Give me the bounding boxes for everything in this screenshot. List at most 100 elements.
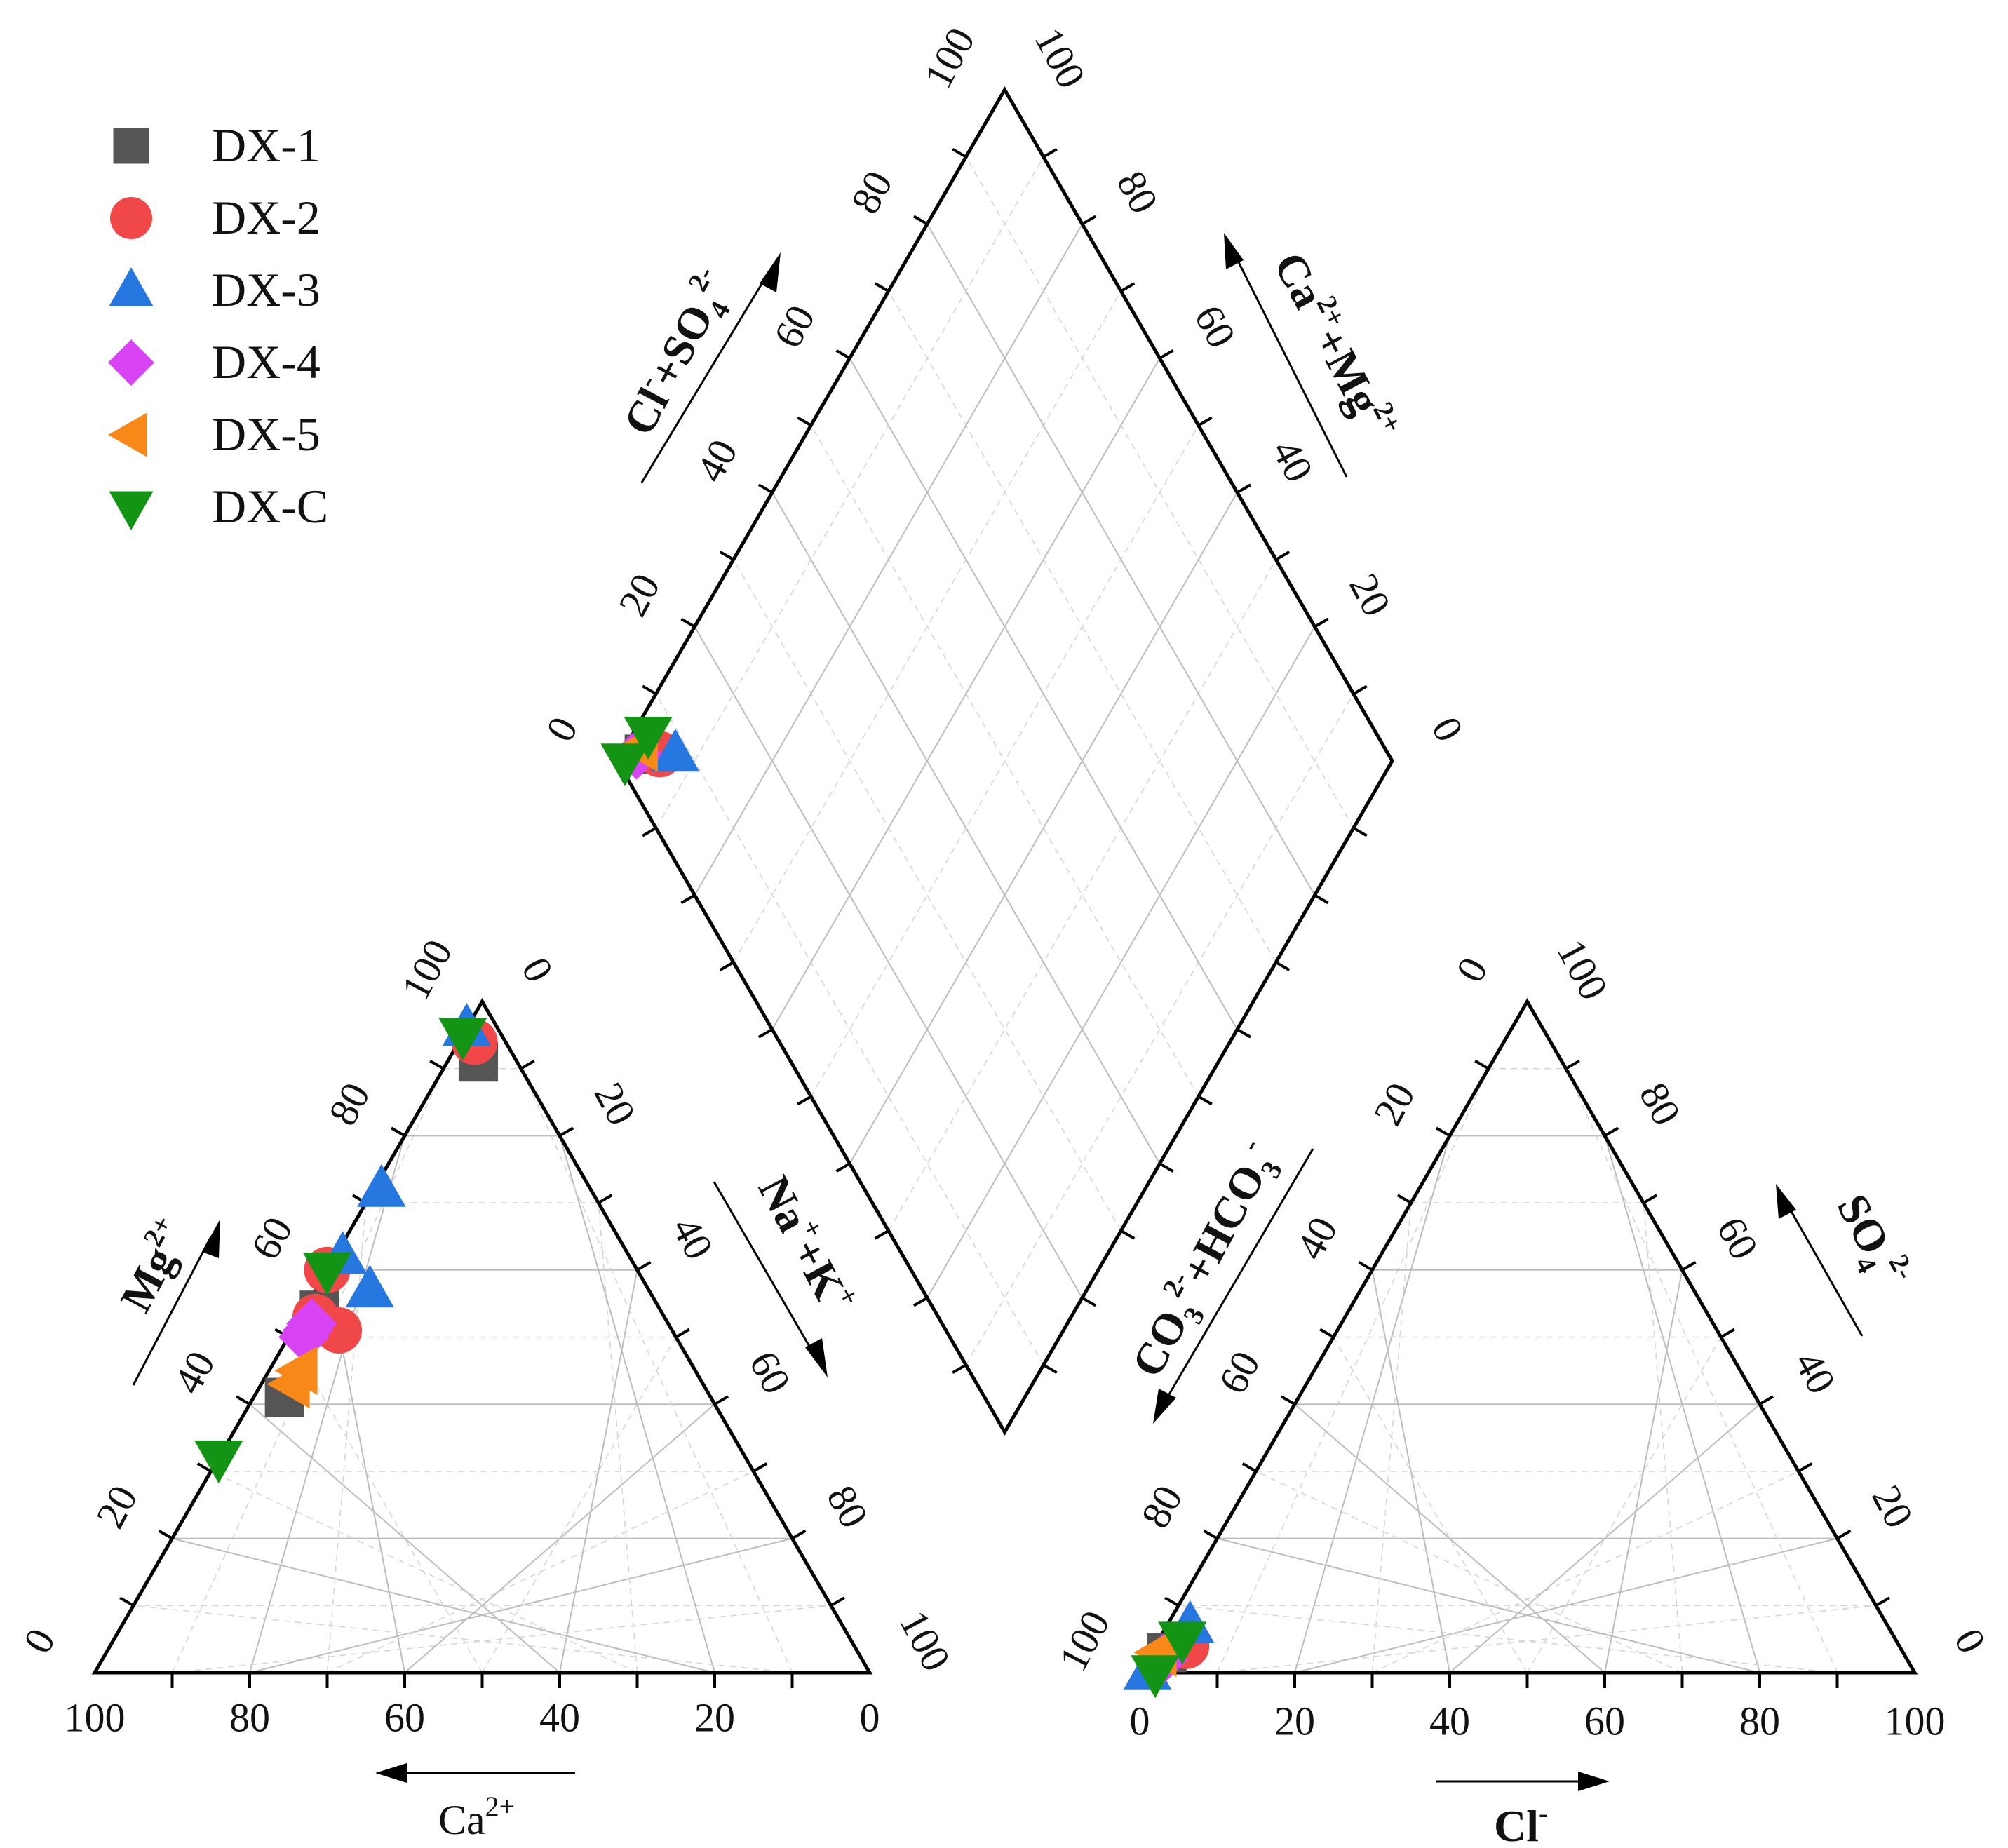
cation-triangle-grid	[133, 1605, 793, 1673]
cl-axis-tick-label: 60	[1584, 1698, 1625, 1744]
diamond-frame	[615, 86, 1394, 1436]
co3-axis-tick	[1396, 1194, 1412, 1204]
anion-triangle-grid	[1604, 1135, 1760, 1673]
camg-axis-tick-label: 0	[1423, 710, 1473, 749]
clso4-axis-tick-label: 40	[687, 432, 747, 490]
diamond-ll-tick	[797, 1095, 812, 1106]
mg-axis-arrow	[132, 1237, 212, 1386]
mg-axis-tick	[235, 1395, 250, 1405]
co3-axis-tick-label: 80	[1132, 1478, 1192, 1535]
na-axis-tick	[520, 1059, 535, 1070]
clso4-axis-tick-label: 0	[537, 710, 586, 749]
cation-triangle-grid	[172, 1537, 715, 1673]
diamond-lr-tick	[1197, 1095, 1213, 1106]
diamond-grid	[810, 425, 1199, 1097]
diamond-lr-tick	[1314, 893, 1329, 905]
legend-label-dx-3: DX-3	[212, 263, 321, 316]
clso4-axis-tick	[642, 684, 657, 696]
mg-axis-tick	[196, 1462, 212, 1473]
diamond-grid	[965, 156, 1354, 829]
cation-triangle-grid	[559, 1269, 638, 1673]
legend-marker-dx-c	[109, 491, 154, 530]
camg-axis-tick	[1042, 147, 1058, 159]
diamond-lr-tick	[1159, 1162, 1174, 1173]
ca-axis-arrowhead	[375, 1763, 407, 1783]
diamond-grid	[771, 492, 1161, 1164]
diamond-ll-tick	[952, 1363, 967, 1375]
na-axis-tick	[753, 1462, 768, 1473]
so4-axis-tick	[1875, 1596, 1890, 1607]
cl-axis-tick-label: 0	[1130, 1698, 1150, 1744]
diamond-ll-tick	[719, 961, 734, 971]
na-axis-arrowhead	[805, 1338, 828, 1377]
diamond-point-dx-c	[624, 717, 673, 760]
legend-marker-dx-4	[108, 339, 154, 386]
so4-axis-tick-label: 80	[1631, 1075, 1690, 1133]
na-axis-tick	[791, 1529, 807, 1540]
co3-axis-tick-label: 20	[1365, 1075, 1424, 1133]
mg-axis-tick-label: 60	[242, 1210, 302, 1267]
diamond-grid	[655, 156, 1044, 829]
ticks	[119, 147, 1890, 1688]
diamond-lr-tick	[1042, 1363, 1058, 1375]
camg-axis-tick-label: 40	[1263, 432, 1323, 490]
legend-marker-dx-1	[113, 128, 149, 164]
clso4-axis-tick	[719, 551, 734, 561]
mg-axis-tick-label: 20	[87, 1478, 147, 1535]
anion-triangle-grid	[1449, 1403, 1760, 1673]
na-axis-tick-label: 80	[818, 1478, 877, 1535]
legend-label-dx-c: DX-C	[212, 480, 328, 533]
so4-axis-tick	[1720, 1328, 1735, 1339]
camg-axis-tick-label: 60	[1185, 298, 1245, 356]
legend-marker-dx-3	[109, 267, 154, 306]
clso4-axis-tick	[797, 416, 812, 427]
na-axis-tick	[675, 1328, 690, 1339]
diamond-grid	[926, 626, 1316, 1299]
camg-axis-tick-label: 80	[1108, 163, 1168, 221]
co3-axis-arrow	[1163, 1148, 1314, 1403]
cation-point-dx-5	[267, 1359, 310, 1409]
na-axis-tick	[636, 1261, 652, 1272]
anion-triangle-grid	[1178, 1605, 1838, 1673]
legend-label-dx-1: DX-1	[212, 119, 321, 172]
cation-triangle-grid	[404, 1403, 715, 1673]
mg-axis-tick	[119, 1596, 135, 1607]
camg-axis-tick	[1159, 349, 1174, 360]
cation-point-dx-c	[194, 1441, 243, 1484]
cation-triangle-grid	[598, 1203, 638, 1673]
co3-axis-tick	[1435, 1126, 1450, 1138]
cation-point-dx-3	[345, 1264, 394, 1308]
na-axis-tick	[559, 1126, 574, 1138]
diamond-grid	[926, 223, 1316, 896]
co3-axis-tick	[1203, 1529, 1218, 1540]
cl-axis-arrowhead	[1578, 1772, 1610, 1791]
so4-axis-tick-label: 60	[1708, 1210, 1767, 1267]
so4-axis-tick-label: 20	[1863, 1478, 1922, 1535]
clso4-axis-tick	[835, 349, 851, 360]
legend-label-dx-5: DX-5	[212, 407, 321, 461]
camg-axis-tick	[1352, 684, 1368, 696]
na-axis-tick-label: 60	[741, 1344, 800, 1401]
so4-axis-tick	[1681, 1261, 1697, 1272]
so4-axis-arrow	[1785, 1202, 1864, 1337]
clso4-axis-tick	[952, 147, 967, 159]
so4-axis-tick-label: 100	[1548, 932, 1617, 1007]
cl-axis-tick-label: 100	[1885, 1698, 1946, 1744]
diamond-lr-tick	[1237, 1028, 1252, 1039]
diamond-ll-tick	[757, 1028, 773, 1039]
mg-axis-tick-label: 100	[392, 932, 461, 1007]
so4-axis-tick	[1643, 1194, 1658, 1204]
co3-axis-tick	[1241, 1462, 1257, 1473]
diamond-lr-tick	[1120, 1229, 1136, 1240]
diamond-grid	[694, 223, 1083, 896]
ca-axis-title: Ca2+	[438, 1790, 515, 1843]
ca-axis-tick-label: 0	[860, 1694, 880, 1740]
ca-axis-tick-label: 80	[229, 1694, 270, 1740]
so4-axis-title: SO42-	[1821, 1184, 1922, 1299]
diamond-grid	[733, 290, 1121, 963]
diamond-ll-tick	[642, 826, 657, 837]
mg-axis-tick-label: 80	[320, 1075, 379, 1133]
cation-point-dx-3	[357, 1164, 406, 1207]
anion-point-dx-c	[1158, 1621, 1207, 1665]
co3-axis-tick	[1319, 1328, 1335, 1339]
